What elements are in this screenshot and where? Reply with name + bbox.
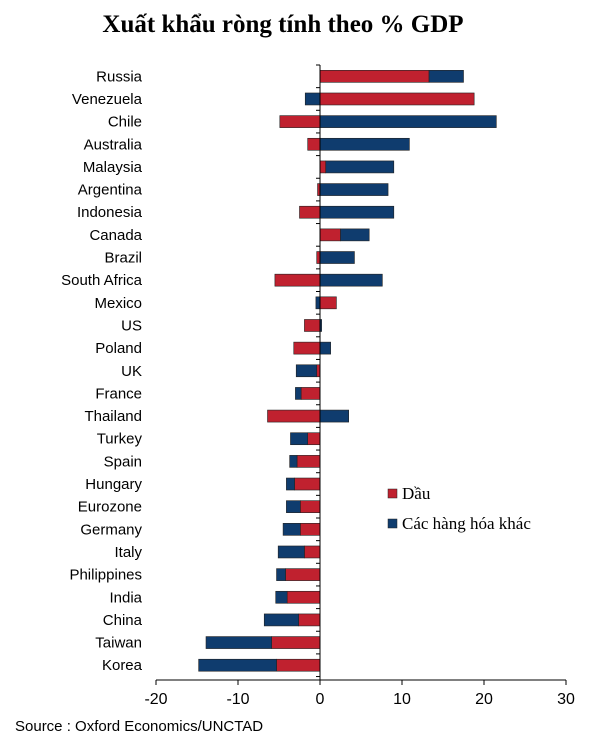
x-tick-label: 0 [316, 691, 325, 708]
bar-other-goods [295, 387, 302, 400]
bar-other-goods [319, 205, 395, 219]
x-tick-label: -10 [226, 691, 249, 708]
bar-oil [304, 319, 321, 332]
bar-oil [307, 432, 321, 446]
bar-other-goods [319, 251, 355, 264]
legend-label: Dầu [402, 484, 431, 503]
x-tick-label: 20 [475, 691, 493, 708]
category-label: Mexico [94, 295, 142, 312]
bar-other-goods [319, 273, 383, 287]
category-label: Korea [102, 657, 143, 674]
chart-title: Xuất khẩu ròng tính theo % GDP [102, 11, 463, 38]
bar-other-goods [295, 364, 318, 378]
bar-oil [286, 590, 321, 604]
bar-other-goods [282, 523, 301, 536]
bar-other-goods [319, 183, 389, 196]
bar-oil [279, 115, 321, 128]
category-label: Taiwan [95, 635, 142, 652]
bar-oil [276, 658, 321, 672]
category-label: India [109, 589, 142, 606]
category-label: China [103, 612, 143, 629]
legend-swatch-other-goods [387, 518, 398, 529]
bar-other-goods [340, 228, 370, 242]
bar-other-goods [275, 590, 288, 604]
bar-oil [285, 568, 321, 581]
legend-label: Các hàng hóa khác [402, 514, 531, 533]
bar-oil [298, 613, 321, 627]
category-label: Spain [104, 453, 142, 470]
bar-oil [299, 205, 321, 219]
source-note: Source : Oxford Economics/UNCTAD [15, 718, 263, 735]
category-label: Philippines [69, 567, 142, 584]
bar-other-goods [205, 636, 272, 649]
bar-oil [300, 500, 321, 513]
bar-oil [319, 70, 430, 83]
category-label: Thailand [84, 408, 142, 425]
bar-oil [294, 477, 321, 491]
legend-swatch-oil [387, 488, 398, 499]
bar-oil [319, 296, 337, 310]
bar-other-goods [276, 568, 286, 581]
bar-other-goods [428, 70, 464, 83]
category-label: US [121, 317, 142, 334]
category-label: Poland [95, 340, 142, 357]
x-tick-label: -20 [144, 691, 167, 708]
x-tick-label: 30 [557, 691, 575, 708]
bar-other-goods [304, 92, 321, 106]
bar-other-goods [319, 137, 410, 151]
bar-other-goods [277, 545, 305, 559]
category-label: Venezuela [72, 91, 143, 108]
category-label: Chile [108, 114, 142, 131]
bar-oil [307, 137, 321, 151]
bar-other-goods [286, 500, 301, 513]
category-label: Canada [89, 227, 142, 244]
bar-other-goods [289, 455, 298, 468]
bar-other-goods [315, 296, 321, 310]
bar-other-goods [319, 115, 497, 128]
category-label: Russia [96, 68, 143, 85]
category-label: France [95, 385, 142, 402]
bar-oil [304, 545, 321, 559]
category-label: Australia [84, 136, 143, 153]
bar-oil [267, 409, 321, 423]
legend: Dầu Các hàng hóa khác [387, 484, 531, 533]
category-label: Turkey [97, 431, 143, 448]
category-label: Indonesia [77, 204, 143, 221]
bars-group [198, 70, 497, 672]
bar-oil [319, 160, 327, 174]
bar-other-goods [286, 477, 295, 491]
bar-oil [274, 273, 321, 287]
category-label: Argentina [78, 182, 143, 199]
category-label: Brazil [104, 250, 142, 267]
category-label: Germany [80, 521, 142, 538]
category-label: Italy [114, 544, 142, 561]
category-labels: Russia Venezuela Chile Australia Malaysia Arg… [61, 68, 143, 674]
bar-other-goods [290, 432, 309, 446]
category-label: South Africa [61, 272, 143, 289]
bar-other-goods [319, 341, 331, 355]
bar-oil [300, 387, 321, 400]
category-label: Malaysia [83, 159, 143, 176]
category-label: Eurozone [78, 499, 142, 516]
bar-other-goods [319, 409, 350, 423]
category-label: UK [121, 363, 142, 380]
bar-oil [319, 228, 341, 242]
bar-oil [319, 92, 475, 106]
category-label: Hungary [85, 476, 142, 493]
bar-oil [271, 636, 321, 649]
bar-other-goods [325, 160, 395, 174]
x-tick-label: 10 [393, 691, 411, 708]
bar-other-goods [263, 613, 299, 627]
bar-oil [293, 341, 321, 355]
bar-oil [296, 455, 321, 468]
x-axis: -20 -10 0 10 20 30 [144, 64, 575, 708]
bar-oil [300, 523, 321, 536]
bar-other-goods [198, 658, 277, 672]
